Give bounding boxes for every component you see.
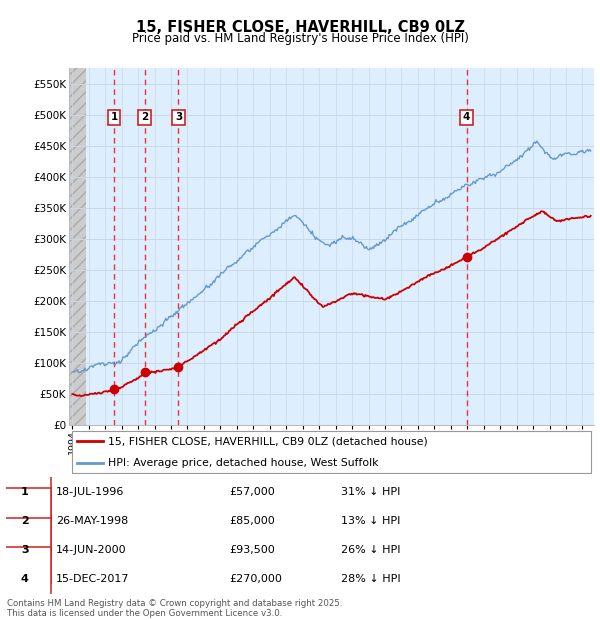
- Text: £270,000: £270,000: [229, 574, 283, 585]
- Bar: [86, 68, 594, 425]
- Text: 28% ↓ HPI: 28% ↓ HPI: [341, 574, 401, 585]
- Bar: [69, 68, 86, 425]
- Text: Contains HM Land Registry data © Crown copyright and database right 2025.
This d: Contains HM Land Registry data © Crown c…: [7, 599, 343, 618]
- Text: 15-DEC-2017: 15-DEC-2017: [56, 574, 130, 585]
- FancyBboxPatch shape: [0, 518, 50, 583]
- Text: Price paid vs. HM Land Registry's House Price Index (HPI): Price paid vs. HM Land Registry's House …: [131, 32, 469, 45]
- Text: 26% ↓ HPI: 26% ↓ HPI: [341, 545, 401, 556]
- Text: £85,000: £85,000: [229, 516, 275, 526]
- FancyBboxPatch shape: [0, 547, 50, 612]
- Text: 14-JUN-2000: 14-JUN-2000: [56, 545, 127, 556]
- FancyBboxPatch shape: [0, 459, 50, 525]
- Text: £93,500: £93,500: [229, 545, 275, 556]
- Text: 1: 1: [21, 487, 29, 497]
- Text: HPI: Average price, detached house, West Suffolk: HPI: Average price, detached house, West…: [109, 458, 379, 467]
- Text: 1: 1: [110, 112, 118, 122]
- Text: 26-MAY-1998: 26-MAY-1998: [56, 516, 128, 526]
- FancyBboxPatch shape: [0, 489, 50, 554]
- Text: 3: 3: [21, 545, 29, 556]
- Text: £57,000: £57,000: [229, 487, 275, 497]
- Text: 18-JUL-1996: 18-JUL-1996: [56, 487, 124, 497]
- Text: 15, FISHER CLOSE, HAVERHILL, CB9 0LZ: 15, FISHER CLOSE, HAVERHILL, CB9 0LZ: [136, 20, 464, 35]
- Text: 15, FISHER CLOSE, HAVERHILL, CB9 0LZ (detached house): 15, FISHER CLOSE, HAVERHILL, CB9 0LZ (de…: [109, 436, 428, 446]
- Text: 31% ↓ HPI: 31% ↓ HPI: [341, 487, 401, 497]
- Text: 3: 3: [175, 112, 182, 122]
- Text: 4: 4: [21, 574, 29, 585]
- FancyBboxPatch shape: [71, 432, 592, 472]
- Text: 4: 4: [463, 112, 470, 122]
- Text: 2: 2: [21, 516, 29, 526]
- Text: 2: 2: [141, 112, 148, 122]
- Text: 13% ↓ HPI: 13% ↓ HPI: [341, 516, 401, 526]
